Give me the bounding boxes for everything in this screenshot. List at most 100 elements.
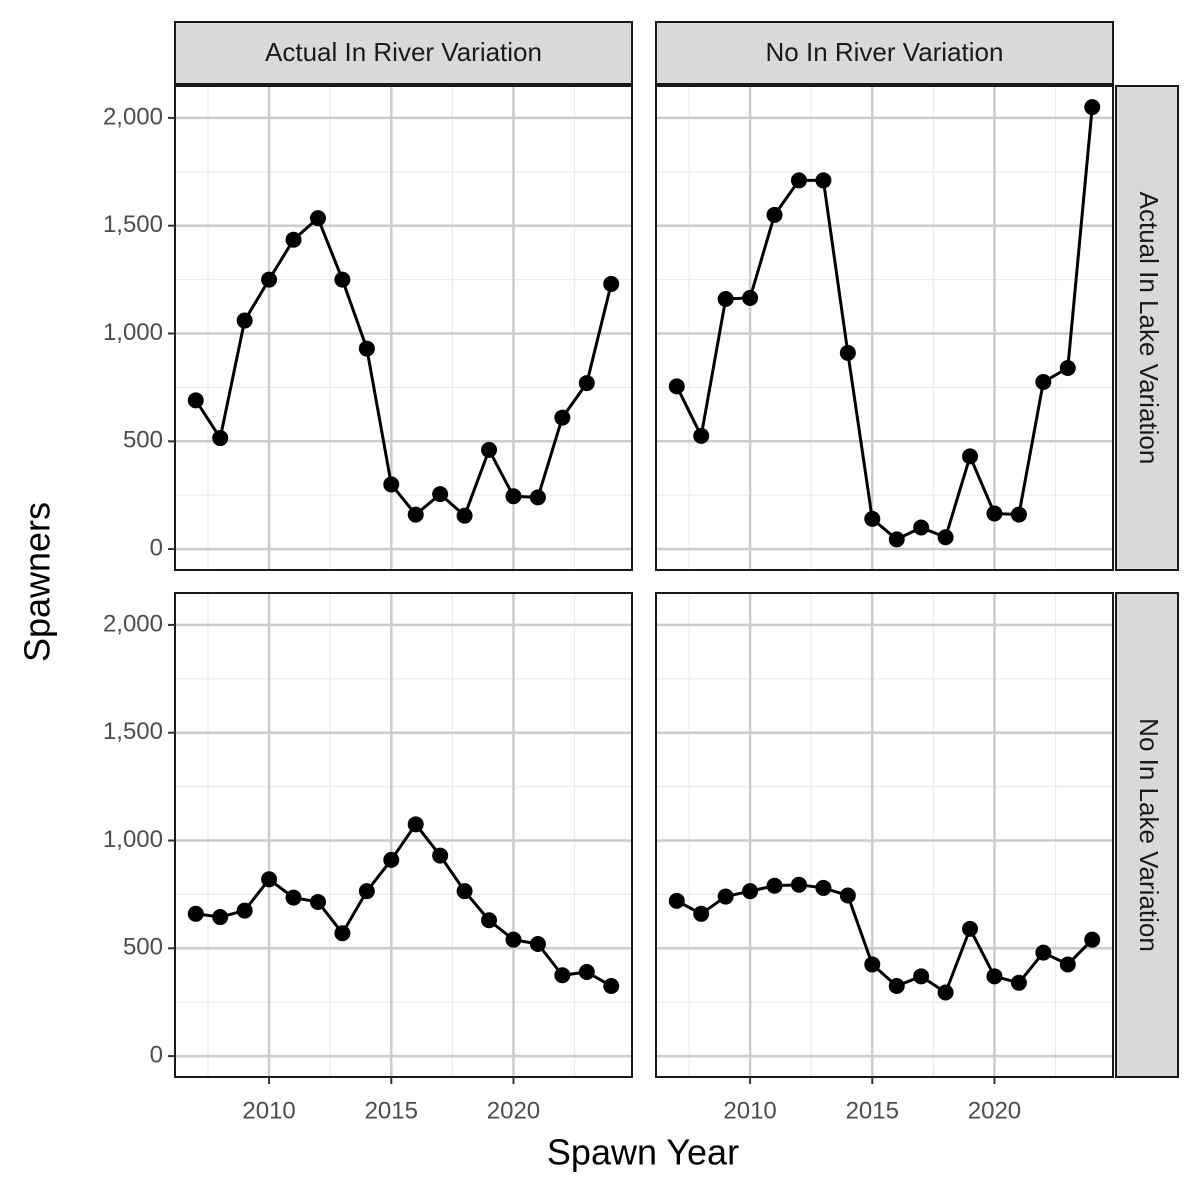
y-tick-label: 1,500	[103, 718, 163, 745]
x-tick-label: 2010	[723, 1097, 776, 1124]
y-tick-label: 500	[123, 934, 163, 961]
point	[334, 271, 351, 288]
point	[603, 275, 620, 292]
panel-border	[655, 592, 1114, 1078]
point	[913, 968, 930, 985]
point	[962, 920, 979, 937]
point	[1084, 931, 1101, 948]
point	[986, 968, 1003, 985]
point	[212, 430, 229, 447]
point	[432, 847, 449, 864]
point	[309, 210, 326, 227]
point	[505, 488, 522, 505]
point	[505, 931, 522, 948]
point	[937, 529, 954, 546]
point	[187, 905, 204, 922]
point	[212, 909, 229, 926]
point	[888, 531, 905, 548]
y-tick-label: 2,000	[103, 610, 163, 637]
point	[407, 816, 424, 833]
point	[790, 876, 807, 893]
point	[603, 978, 620, 995]
point	[309, 893, 326, 910]
point	[432, 486, 449, 503]
point	[668, 892, 685, 909]
point	[358, 883, 375, 900]
point	[717, 888, 734, 905]
point	[529, 489, 546, 506]
point	[1035, 374, 1052, 391]
point	[815, 172, 832, 189]
column-strip	[174, 21, 633, 85]
point	[790, 172, 807, 189]
point	[554, 967, 571, 984]
point	[187, 392, 204, 409]
point	[742, 883, 759, 900]
point	[554, 409, 571, 426]
x-tick-label: 2015	[365, 1097, 418, 1124]
point	[1084, 99, 1101, 116]
y-tick-label: 2,000	[103, 103, 163, 130]
point	[1035, 944, 1052, 961]
y-tick-label: 500	[123, 427, 163, 454]
point	[334, 925, 351, 942]
point	[913, 519, 930, 536]
point	[285, 889, 302, 906]
point	[839, 344, 856, 361]
point	[456, 507, 473, 524]
point	[236, 312, 253, 329]
point	[888, 978, 905, 995]
point	[693, 905, 710, 922]
panel-background	[175, 86, 632, 570]
point	[1059, 956, 1076, 973]
point	[1010, 506, 1027, 523]
point	[937, 984, 954, 1001]
point	[407, 506, 424, 523]
y-tick-label: 0	[150, 1041, 163, 1068]
point	[1059, 359, 1076, 376]
y-tick-label: 1,000	[103, 319, 163, 346]
point	[456, 883, 473, 900]
row-strip	[1115, 85, 1179, 571]
point	[383, 851, 400, 868]
point	[986, 505, 1003, 522]
y-tick-label: 0	[150, 534, 163, 561]
point	[742, 289, 759, 306]
panel-border	[655, 85, 1114, 571]
y-tick-label: 1,000	[103, 826, 163, 853]
point	[236, 902, 253, 919]
point	[1010, 974, 1027, 991]
point	[668, 378, 685, 395]
point	[766, 206, 783, 223]
panel-background	[175, 593, 632, 1077]
column-strip-label: Actual In River Variation	[265, 37, 542, 67]
y-axis-title: Spawners	[17, 502, 58, 662]
point	[383, 476, 400, 493]
panel-border	[174, 85, 633, 571]
point	[358, 340, 375, 357]
x-tick-label: 2020	[968, 1097, 1021, 1124]
point	[766, 877, 783, 894]
row-strip-label: Actual In Lake Variation	[1134, 192, 1164, 465]
point	[261, 871, 278, 888]
point	[578, 375, 595, 392]
point	[285, 231, 302, 248]
panel-border	[174, 592, 633, 1078]
y-tick-label: 1,500	[103, 211, 163, 238]
panel-background	[656, 86, 1113, 570]
x-tick-label: 2015	[846, 1097, 899, 1124]
point	[962, 448, 979, 465]
x-tick-label: 2010	[242, 1097, 295, 1124]
row-strip-label: No In Lake Variation	[1134, 718, 1164, 952]
panel-background	[656, 593, 1113, 1077]
x-axis-title: Spawn Year	[547, 1132, 739, 1173]
point	[864, 510, 881, 527]
point	[481, 441, 498, 458]
point	[717, 291, 734, 308]
x-tick-label: 2020	[487, 1097, 540, 1124]
column-strip	[655, 21, 1114, 85]
row-strip	[1115, 592, 1179, 1078]
column-strip-label: No In River Variation	[766, 37, 1004, 67]
point	[693, 427, 710, 444]
